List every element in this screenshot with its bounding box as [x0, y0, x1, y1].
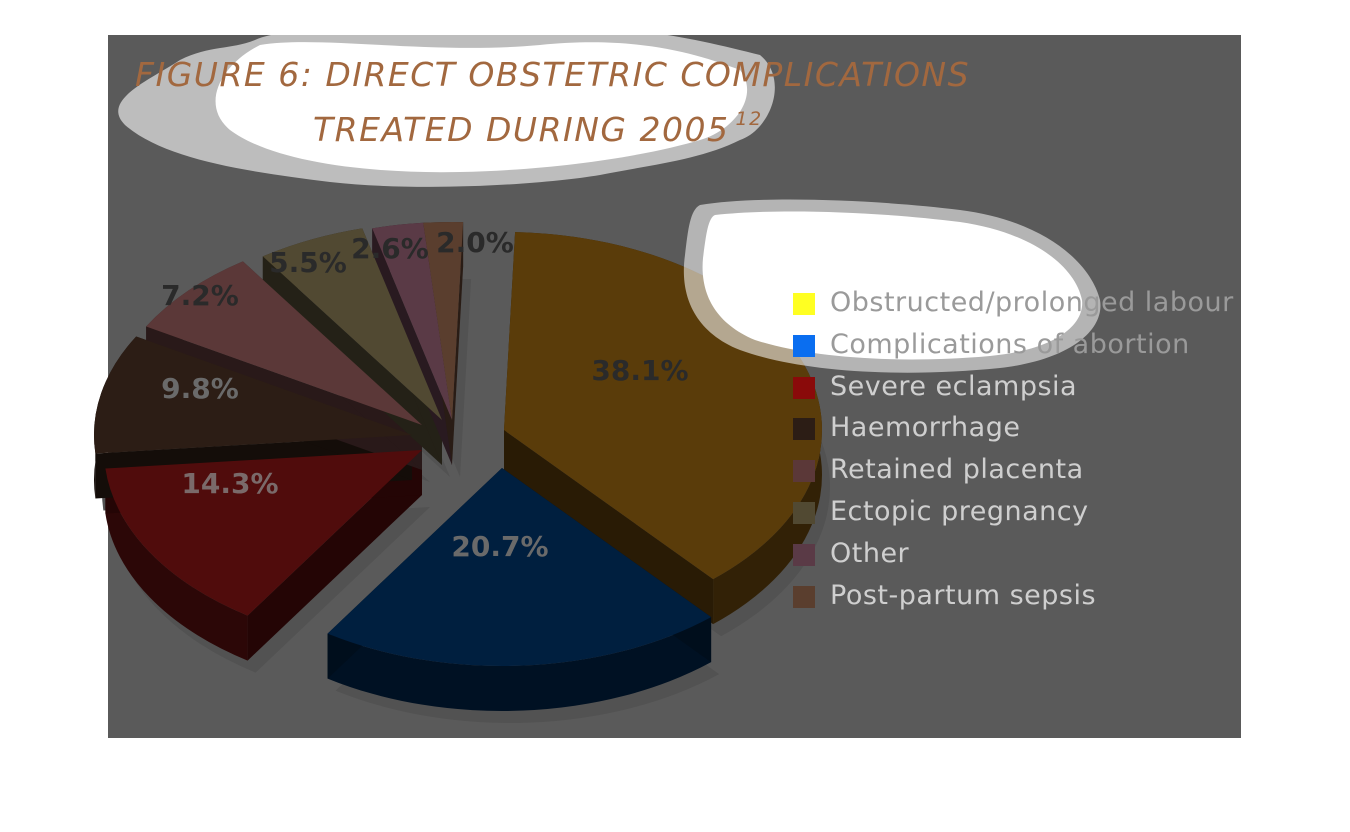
pie-value-label-3: 9.8%	[161, 372, 239, 405]
legend-label: Post-partum sepsis	[830, 579, 1097, 611]
legend-swatch	[793, 502, 815, 524]
pie-slice-face-0-1	[504, 430, 714, 625]
pie-slice-6	[372, 222, 452, 420]
pie-slice-5	[262, 228, 442, 420]
title-highlight-blob-core	[215, 42, 748, 173]
pie-slice-side-1	[327, 617, 712, 711]
legend-label: Obstructed/prolonged labour	[830, 287, 1234, 318]
legend-label: Haemorrhage	[830, 412, 1021, 444]
pie-value-label-7: 2.0%	[436, 226, 514, 259]
pie-slice-face-7-1	[452, 222, 464, 465]
legend-highlight-blob-core	[702, 211, 1083, 360]
pie-slice-face-2-0	[247, 450, 422, 661]
legend-label: Complications of abortion	[830, 328, 1190, 360]
pie-value-label-5: 5.5%	[269, 246, 347, 279]
chart-title-superscript: 12	[735, 108, 763, 130]
pie-value-label-2: 14.3%	[181, 467, 278, 500]
legend-swatch	[793, 460, 815, 483]
chart-title-line-1: FIGURE 6: DIRECT OBSTETRIC COMPLICATIONS	[135, 55, 971, 94]
pie-slice-2	[105, 450, 422, 616]
legend-label: Ectopic pregnancy	[830, 496, 1089, 527]
pie-value-label-4: 7.2%	[161, 279, 239, 312]
legend-swatch	[793, 376, 815, 399]
pie-slice-1	[327, 468, 712, 667]
pie-slice-3	[94, 336, 413, 454]
pie-value-label-0: 38.1%	[591, 354, 688, 387]
legend-label: Other	[830, 537, 910, 569]
legend-swatch	[793, 418, 815, 441]
legend-swatch	[793, 293, 815, 315]
legend-swatch	[793, 585, 815, 608]
legend-swatch	[793, 334, 815, 357]
pie-slice-side-2	[105, 468, 248, 661]
pie-value-label-1: 20.7%	[451, 530, 548, 563]
chart-title-line-2: TREATED DURING 2005 12	[313, 108, 763, 149]
legend-swatch	[793, 543, 815, 566]
legend-label: Retained placenta	[830, 454, 1084, 486]
pie-slice-4	[146, 261, 422, 425]
pie-value-label-6: 2.6%	[351, 232, 429, 265]
pie-slice-7	[423, 221, 464, 420]
legend-label: Severe eclampsia	[830, 370, 1078, 402]
chart-title-line-2-text: TREATED DURING 2005	[313, 110, 730, 149]
